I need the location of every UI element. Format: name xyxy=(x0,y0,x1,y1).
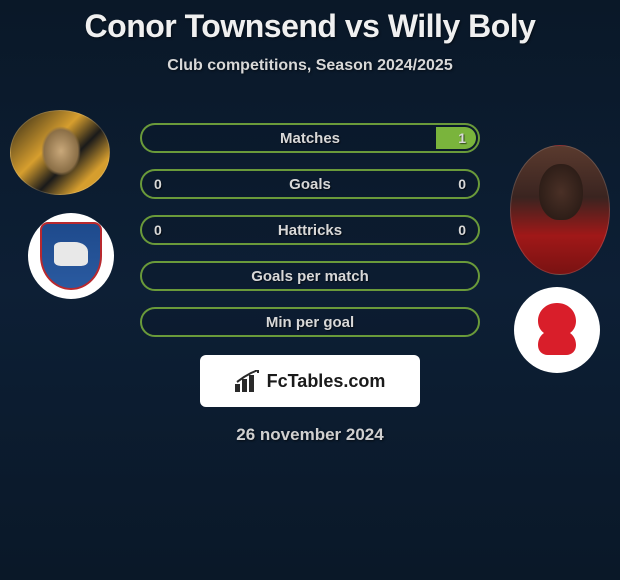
main-container: Conor Townsend vs Willy Boly Club compet… xyxy=(0,0,620,580)
club-badge-left xyxy=(28,213,114,299)
stat-value-right: 1 xyxy=(458,130,466,146)
club-badge-right xyxy=(514,287,600,373)
stat-value-right: 0 xyxy=(458,176,466,192)
stat-row-goals-per-match: Goals per match xyxy=(140,261,480,291)
stat-label: Goals xyxy=(289,176,331,193)
ipswich-badge-icon xyxy=(40,222,102,290)
forest-badge-icon xyxy=(524,297,590,363)
player-avatar-right xyxy=(510,145,610,275)
stat-fill-right xyxy=(436,127,476,149)
stat-row-hattricks: 0 Hattricks 0 xyxy=(140,215,480,245)
brand-text: FcTables.com xyxy=(267,371,386,392)
stat-label: Min per goal xyxy=(266,314,354,331)
page-title: Conor Townsend vs Willy Boly xyxy=(85,8,536,45)
stat-label: Goals per match xyxy=(251,268,369,285)
stat-value-left: 0 xyxy=(154,222,162,238)
brand-box: FcTables.com xyxy=(200,355,420,407)
stat-row-matches: Matches 1 xyxy=(140,123,480,153)
stat-row-goals: 0 Goals 0 xyxy=(140,169,480,199)
comparison-area: Matches 1 0 Goals 0 0 Hattricks 0 Goals … xyxy=(0,105,620,580)
stat-label: Hattricks xyxy=(278,222,342,239)
stats-list: Matches 1 0 Goals 0 0 Hattricks 0 Goals … xyxy=(140,105,480,445)
date-text: 26 november 2024 xyxy=(140,425,480,445)
stat-label: Matches xyxy=(280,130,340,147)
stat-value-left: 0 xyxy=(154,176,162,192)
player-avatar-left xyxy=(10,110,110,195)
stat-value-right: 0 xyxy=(458,222,466,238)
stat-row-min-per-goal: Min per goal xyxy=(140,307,480,337)
brand-chart-icon xyxy=(235,370,261,392)
subtitle: Club competitions, Season 2024/2025 xyxy=(167,57,452,75)
